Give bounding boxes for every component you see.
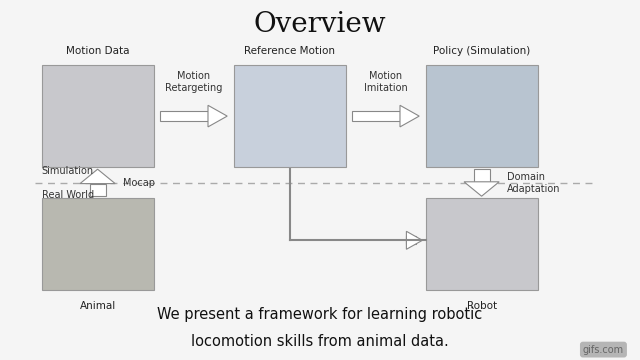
Text: We present a framework for learning robotic: We present a framework for learning robo… [157,307,483,323]
Text: Reference Motion: Reference Motion [244,46,335,56]
FancyBboxPatch shape [42,65,154,167]
Polygon shape [406,231,422,249]
Text: locomotion skills from animal data.: locomotion skills from animal data. [191,334,449,350]
Polygon shape [400,105,419,127]
Text: Motion Data: Motion Data [66,46,129,56]
FancyBboxPatch shape [90,184,106,196]
Text: Motion
Retargeting: Motion Retargeting [165,71,222,93]
FancyBboxPatch shape [160,111,208,121]
FancyBboxPatch shape [42,198,154,290]
Text: Policy (Simulation): Policy (Simulation) [433,46,530,56]
FancyBboxPatch shape [426,65,538,167]
FancyBboxPatch shape [426,198,538,290]
Polygon shape [208,105,227,127]
Text: Mocap: Mocap [123,178,155,188]
Text: Robot: Robot [467,301,497,311]
Text: Simulation: Simulation [42,166,93,176]
FancyBboxPatch shape [352,111,400,121]
Text: Motion
Imitation: Motion Imitation [364,71,408,93]
Polygon shape [464,182,499,196]
Text: Real World: Real World [42,190,93,200]
Text: Animal: Animal [79,301,116,311]
Text: Overview: Overview [253,11,387,38]
Text: Domain
Adaptation: Domain Adaptation [508,172,561,194]
FancyBboxPatch shape [406,236,416,244]
FancyBboxPatch shape [234,65,346,167]
Text: gifs.com: gifs.com [583,345,624,355]
Polygon shape [80,169,115,184]
FancyBboxPatch shape [474,169,490,182]
